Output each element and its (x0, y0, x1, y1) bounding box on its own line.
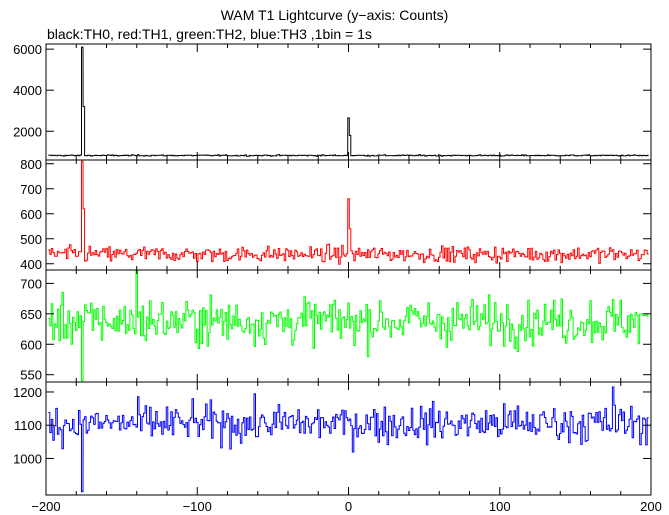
y-tick-label: 500 (20, 232, 42, 247)
series-line-th0 (48, 46, 649, 157)
y-tick-label: 600 (20, 337, 42, 352)
y-tick-label: 650 (20, 307, 42, 322)
y-tick-label: 1200 (13, 385, 42, 400)
series-line-th3 (48, 386, 649, 493)
chart-title: WAM T1 Lightcurve (y−axis: Counts) (220, 7, 449, 23)
y-tick-label: 2000 (13, 124, 42, 139)
y-tick-label: 4000 (13, 83, 42, 98)
x-tick-label: 200 (640, 499, 662, 514)
panel-frame-1 (45, 43, 652, 161)
y-tick-label: 400 (20, 257, 42, 272)
x-tick-label: −200 (31, 499, 60, 514)
series-line-th1 (48, 160, 649, 265)
panel-frame-4 (45, 381, 652, 496)
y-tick-label: 600 (20, 207, 42, 222)
y-tick-label: 6000 (13, 42, 42, 57)
y-tick-label: 1100 (14, 418, 42, 433)
chart-subtitle: black:TH0, red:TH1, green:TH2, blue:TH3 … (47, 26, 372, 42)
x-tick-label: 100 (489, 499, 511, 514)
y-tick-label: 800 (20, 157, 42, 172)
y-tick-label: 1000 (13, 451, 42, 466)
y-tick-label: 700 (20, 276, 42, 291)
y-tick-label: 700 (20, 182, 42, 197)
x-tick-label: 0 (345, 499, 352, 514)
series-line-th2 (48, 269, 649, 382)
x-tick-label: −100 (183, 499, 212, 514)
y-tick-label: 550 (20, 368, 42, 383)
